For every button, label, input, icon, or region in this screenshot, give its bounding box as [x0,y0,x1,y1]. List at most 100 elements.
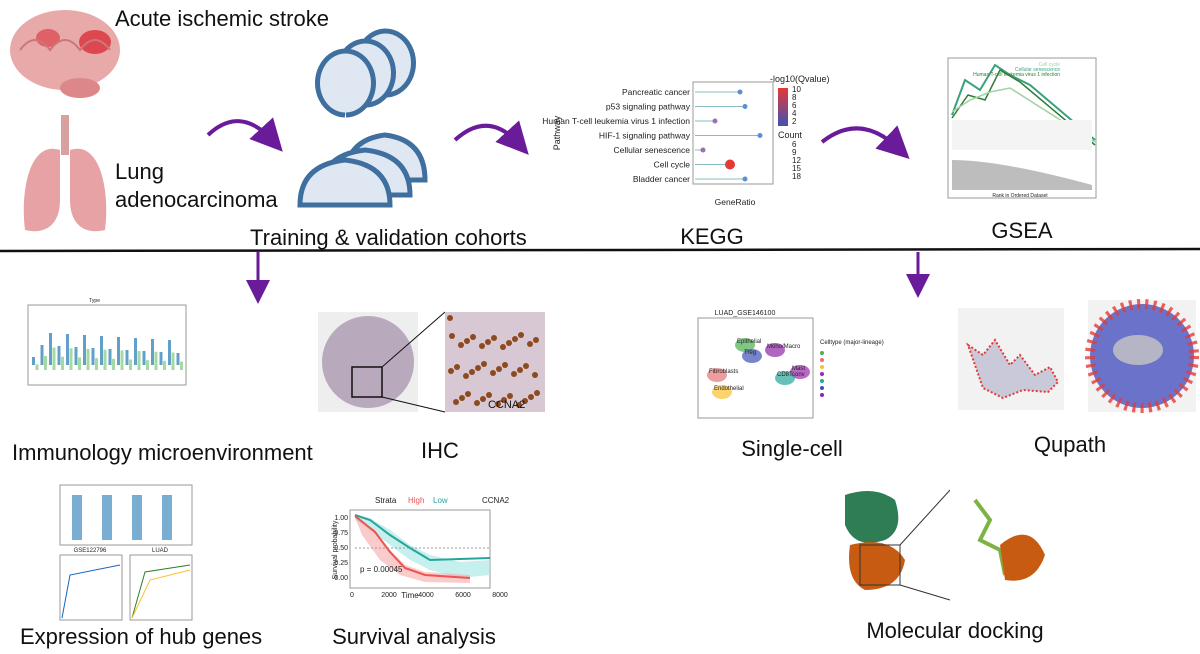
panel-label: Expression of hub genes [20,624,263,649]
nucleus [485,339,491,345]
cohort-icon [297,28,428,208]
small-label: p53 signaling pathway [606,102,691,112]
nucleus [501,397,507,403]
cohort-label: Training & validation cohorts [250,225,527,250]
nucleus [533,337,539,343]
nucleus [516,402,522,408]
ihc-nuclei [447,315,540,408]
box [61,356,64,370]
panel-label: Immunology microenvironment [12,440,313,465]
small-label: GeneRatio [715,197,756,207]
cluster [790,365,810,379]
nucleus [495,401,501,407]
disease-label: Lung adenocarcinoma [115,159,278,212]
nucleus [523,363,529,369]
box [171,352,175,370]
small-label: Cell cycle [1039,62,1061,68]
panel-label: Molecular docking [866,618,1044,643]
kegg-plot-frame [692,81,774,185]
strip [102,495,112,540]
box [151,339,154,365]
box [159,352,163,365]
small-label: 4000 [418,592,434,599]
nucleus [458,342,464,348]
strip [162,495,172,540]
legend-key [820,351,824,355]
small-label: 0 [350,592,354,599]
nucleus [500,344,506,350]
small-label: 2000 [381,592,397,599]
nucleus [507,393,513,399]
small-label: Human T-cell leukemia virus 1 infection [973,72,1060,78]
box [117,337,120,365]
box [86,349,90,370]
small-label: Celltype (major-lineage) [820,340,884,346]
small-label: 15 [792,164,801,173]
box [44,356,47,370]
box [112,358,115,370]
cluster [765,343,785,357]
nucleus [480,396,486,402]
small-label: Fibroblasts [709,369,738,375]
panel-label: IHC [421,438,459,463]
gsea-plot [947,57,1097,199]
cluster [707,368,727,382]
small-label: 6 [792,101,797,110]
nucleus [453,399,459,405]
survival-plot [349,509,491,589]
nucleus [496,366,502,372]
small-label: Type [89,298,100,304]
small-label: Low [433,496,448,505]
arrow [453,120,529,155]
nucleus [459,395,465,401]
box [146,360,149,370]
small-label: GSE122796 [74,548,107,554]
nucleus [534,390,540,396]
box [120,350,124,370]
small-label: 6 [792,140,797,149]
box [129,359,132,370]
nucleus [465,391,471,397]
small-label: 8 [792,93,797,102]
small-label: CCNA2 [488,399,525,411]
panel-label: Single-cell [741,436,843,461]
small-label: 6000 [455,592,471,599]
nucleus [517,367,523,373]
dot [712,118,718,124]
lung-icon [23,115,107,232]
box [163,360,166,370]
box [142,351,146,365]
small-label: High [408,496,424,505]
arrow [206,117,283,152]
box [78,357,81,370]
small-label: 10 [792,85,801,94]
immune-boxplot [27,304,187,386]
box [66,334,69,365]
umap-plot [697,317,824,419]
nucleus [511,371,517,377]
small-label: -log10(Qvalue) [770,74,830,84]
dot [742,104,748,109]
small-label: 12 [792,156,801,165]
small-label: CCNA2 [482,496,510,505]
legend-key [820,379,824,383]
small-label: Mono/Macro [767,344,801,350]
nucleus [448,368,454,374]
panel-label: GSEA [991,218,1053,243]
dot [700,147,706,153]
box [125,350,129,365]
box [74,347,78,365]
ihc-image [318,311,545,413]
strip [132,495,142,540]
box [137,351,141,370]
separator [0,247,1200,253]
panel-label: Survival analysis [332,624,496,649]
nucleus [532,372,538,378]
box [168,340,171,365]
box [35,364,39,370]
small-label: 2 [792,117,797,126]
legend-key [820,393,824,397]
nucleus [522,398,528,404]
